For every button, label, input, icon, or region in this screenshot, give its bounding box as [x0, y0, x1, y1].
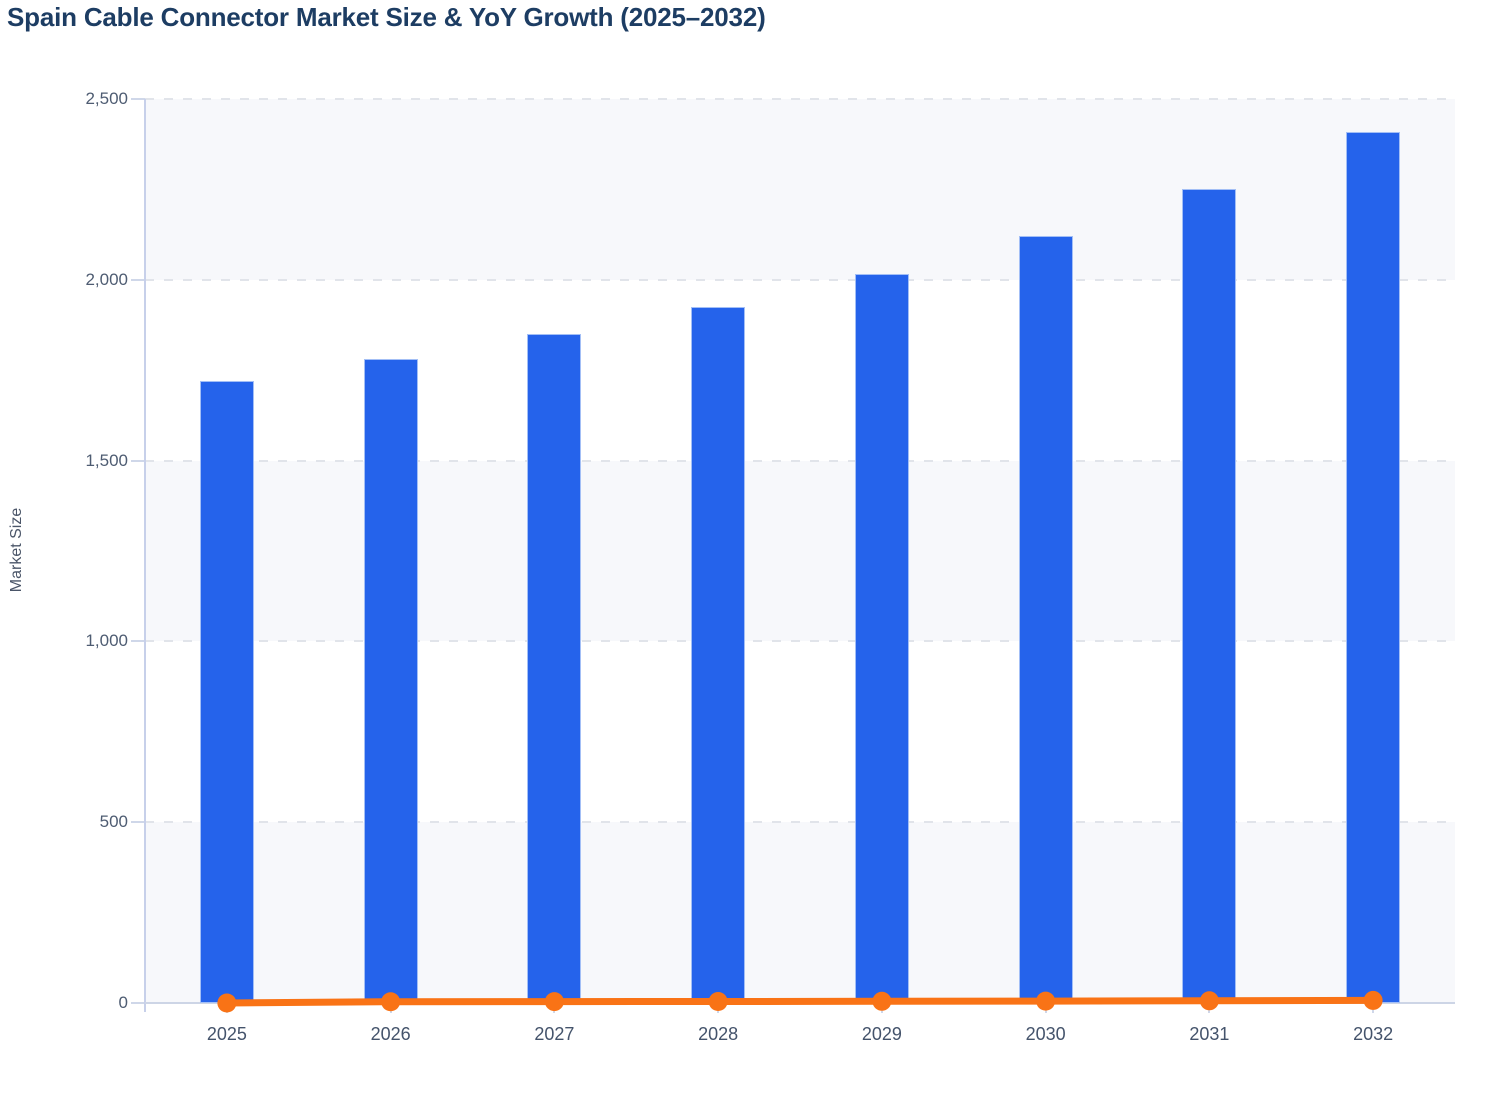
- gridline: [145, 98, 1455, 100]
- plot-band: [145, 99, 1455, 280]
- y-axis-tick-mark: [131, 1002, 145, 1004]
- y-axis-tick-label: 2,000: [85, 269, 128, 289]
- x-axis-tick-label: 2032: [1353, 1024, 1394, 1044]
- gridline: [145, 278, 1455, 281]
- yoy-growth-point-2027[interactable]: [544, 992, 564, 1012]
- y-axis-tick-label: 2,500: [85, 89, 128, 108]
- plot-band: [145, 822, 1455, 1003]
- yoy-growth-point-2031[interactable]: [1199, 991, 1219, 1011]
- x-axis-tick-label: 2028: [698, 1024, 739, 1044]
- bar-2025[interactable]: [199, 381, 254, 1003]
- y-axis-line: [144, 99, 146, 1012]
- x-axis-tick-label: 2031: [1189, 1024, 1230, 1044]
- y-axis-tick-mark: [131, 98, 145, 100]
- x-axis-tick-label: 2029: [861, 1024, 902, 1044]
- yoy-growth-point-2030[interactable]: [1036, 991, 1056, 1011]
- plot-band: [145, 460, 1455, 642]
- chart-title: Spain Cable Connector Market Size & YoY …: [7, 2, 766, 32]
- y-axis-tick-label: 0: [118, 993, 128, 1012]
- x-axis-tick-label: 2030: [1025, 1024, 1066, 1044]
- y-axis-tick-label: 1,500: [85, 450, 128, 470]
- y-axis-tick-label: 500: [99, 812, 128, 832]
- yoy-growth-point-2025[interactable]: [217, 993, 237, 1013]
- bar-2026[interactable]: [363, 359, 418, 1003]
- bar-2032[interactable]: [1346, 131, 1401, 1003]
- y-axis-title: Market Size: [8, 507, 25, 593]
- gridline: [145, 459, 1455, 462]
- x-axis-tick-label: 2026: [370, 1024, 411, 1044]
- yoy-growth-line-path: [223, 996, 1377, 1007]
- yoy-growth-point-2026[interactable]: [381, 992, 401, 1012]
- yoy-growth-point-2029[interactable]: [872, 991, 892, 1011]
- yoy-growth-point-2032[interactable]: [1363, 990, 1383, 1010]
- gridline: [145, 821, 1455, 824]
- x-axis-tick-label: 2025: [206, 1024, 247, 1044]
- y-axis-tick-mark: [131, 459, 145, 462]
- y-axis-tick-label: 1,000: [85, 631, 128, 651]
- y-axis-tick-mark: [131, 278, 145, 281]
- yoy-growth-line: [217, 990, 1383, 1013]
- y-axis-tick-mark: [131, 640, 145, 643]
- yoy-growth-point-2028[interactable]: [708, 992, 728, 1012]
- bar-2029[interactable]: [854, 274, 909, 1003]
- bar-2030[interactable]: [1018, 236, 1073, 1003]
- x-axis-tick-label: 2027: [534, 1024, 575, 1044]
- bar-2028[interactable]: [691, 306, 746, 1003]
- bar-2031[interactable]: [1182, 189, 1237, 1003]
- y-axis-tick-mark: [131, 821, 145, 824]
- gridline: [145, 640, 1455, 643]
